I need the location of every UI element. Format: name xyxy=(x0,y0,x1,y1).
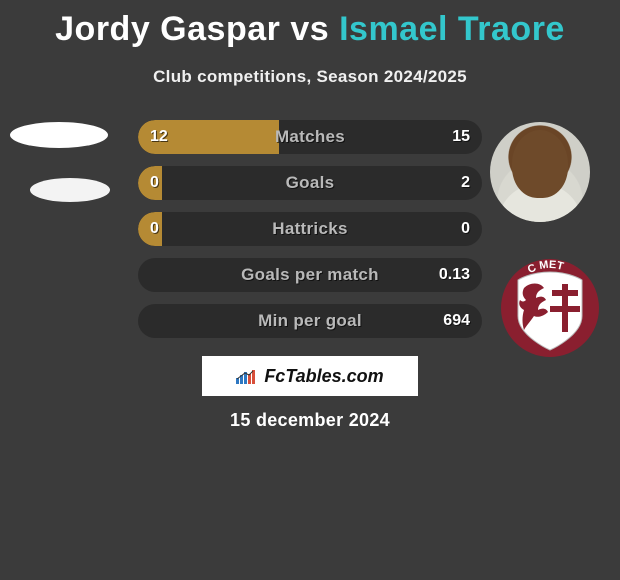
badge-svg: C MET xyxy=(500,258,600,358)
bar-right-value: 0.13 xyxy=(439,258,470,292)
bar-label: Matches xyxy=(138,120,482,154)
bar-right-value: 15 xyxy=(452,120,470,154)
player1-club-placeholder xyxy=(30,178,110,202)
player2-club-badge: C MET xyxy=(500,258,600,358)
stats-bars: 12 Matches 15 0 Goals 2 0 Hattricks 0 Go… xyxy=(138,120,482,350)
date-line: 15 december 2024 xyxy=(0,410,620,431)
comparison-title: Jordy Gaspar vs Ismael Traore xyxy=(0,0,620,49)
bar-right-value: 2 xyxy=(461,166,470,200)
watermark-logo-icon xyxy=(236,368,258,384)
bar-right-value: 0 xyxy=(461,212,470,246)
player2-avatar xyxy=(490,122,590,222)
watermark: FcTables.com xyxy=(202,356,418,396)
subtitle: Club competitions, Season 2024/2025 xyxy=(0,67,620,87)
player1-name: Jordy Gaspar xyxy=(55,10,280,48)
bar-right-value: 694 xyxy=(443,304,470,338)
player2-name: Ismael Traore xyxy=(339,10,565,48)
bar-row-goals: 0 Goals 2 xyxy=(138,166,482,200)
bar-row-min-per-goal: Min per goal 694 xyxy=(138,304,482,338)
bar-label: Hattricks xyxy=(138,212,482,246)
bar-label: Goals per match xyxy=(138,258,482,292)
avatar-head xyxy=(512,130,568,198)
bar-row-hattricks: 0 Hattricks 0 xyxy=(138,212,482,246)
bar-label: Goals xyxy=(138,166,482,200)
bar-label: Min per goal xyxy=(138,304,482,338)
watermark-text: FcTables.com xyxy=(264,366,383,387)
bar-row-goals-per-match: Goals per match 0.13 xyxy=(138,258,482,292)
player1-avatar-placeholder xyxy=(10,122,108,148)
bar-row-matches: 12 Matches 15 xyxy=(138,120,482,154)
vs-separator: vs xyxy=(290,10,329,48)
